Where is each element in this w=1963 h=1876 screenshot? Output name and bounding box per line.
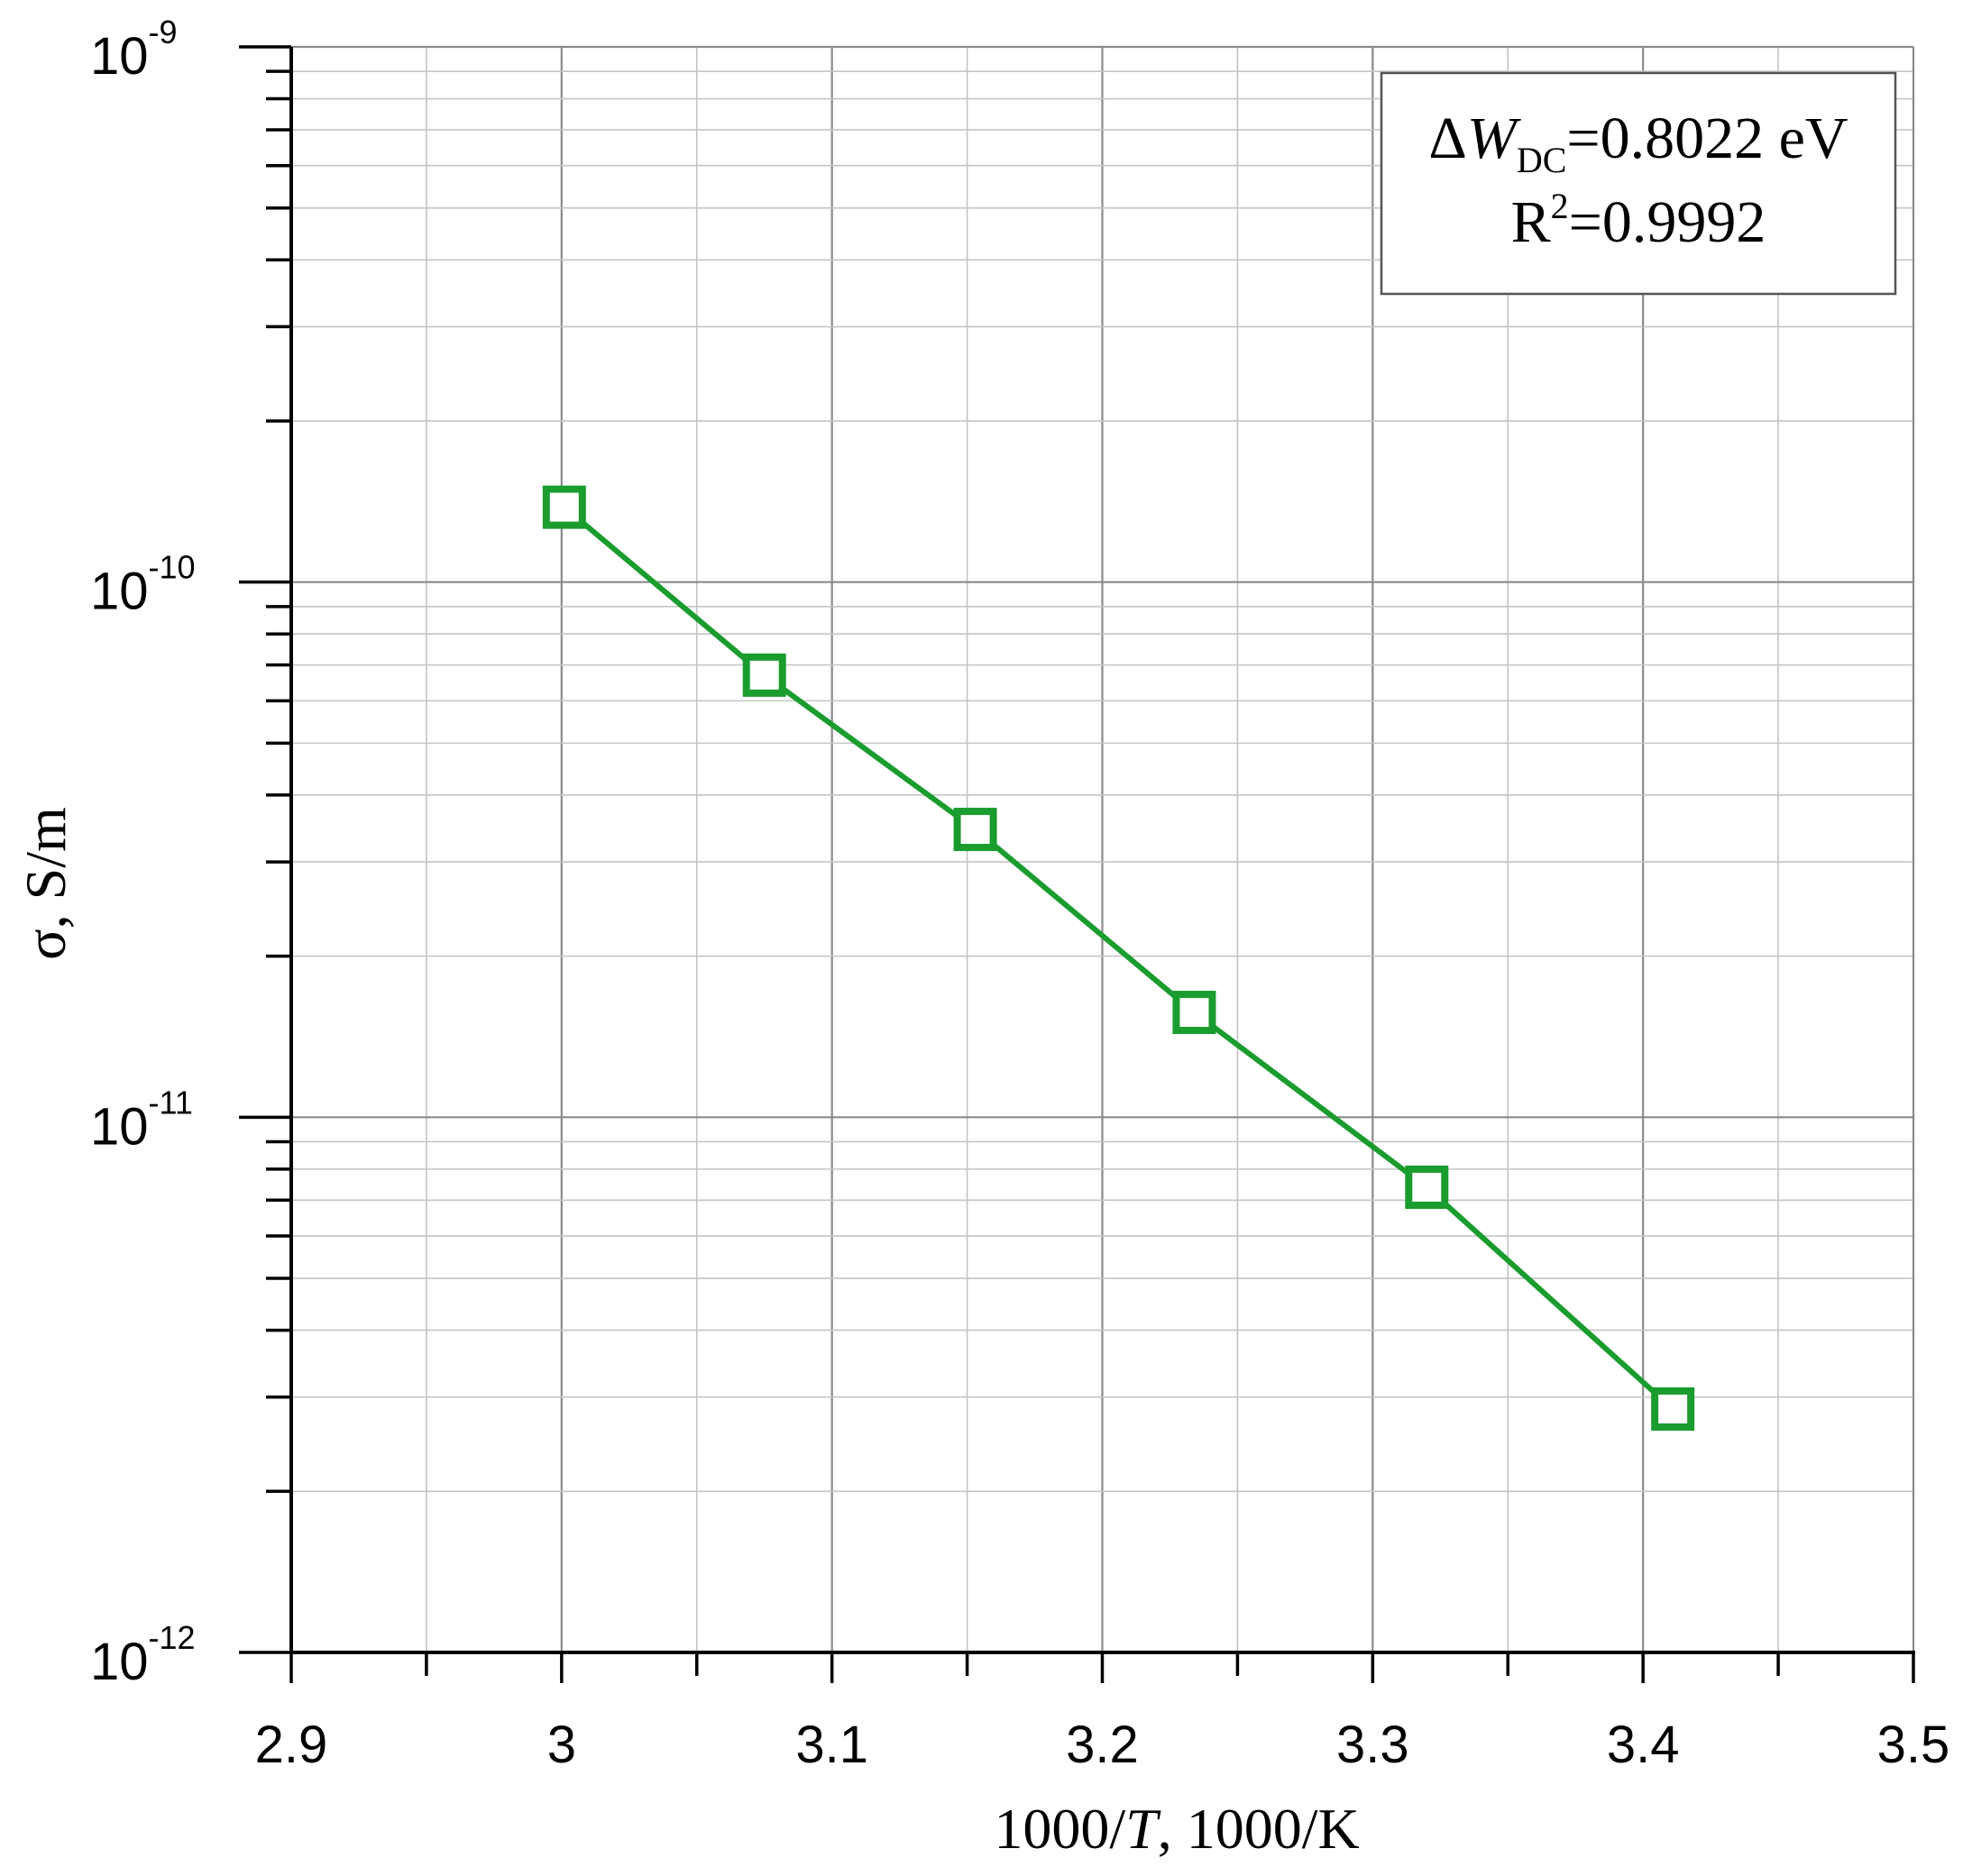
y-tick-base: 10 (90, 563, 149, 621)
energy-subscript: DC (1517, 140, 1567, 180)
annotation-frame (1380, 71, 1897, 296)
x-axis-title-part1: 1000/ (994, 1797, 1125, 1861)
r-squared-value: =0.9992 (1569, 189, 1766, 255)
x-axis-title-var: T (1125, 1797, 1161, 1861)
y-tick-exponent: -12 (149, 1619, 196, 1656)
y-tick-exponent: -11 (149, 1084, 193, 1121)
r-squared-text: R2=0.9992 (1511, 186, 1766, 255)
y-tick-label: 10-12 (90, 1619, 196, 1691)
delta-symbol: Δ (1428, 105, 1466, 171)
x-axis-title: 1000/T, 1000/K (994, 1797, 1359, 1861)
y-tick-exponent: -9 (149, 14, 178, 50)
series-line (562, 505, 1675, 1412)
activation-energy-text: ΔWDC=0.8022 eV (1428, 105, 1848, 180)
data-point-marker (1172, 991, 1216, 1035)
y-tick-exponent: -10 (149, 549, 196, 586)
x-axis-title-part3: , 1000/K (1158, 1797, 1360, 1861)
x-tick-label: 2.9 (255, 1716, 328, 1774)
r-symbol: R (1511, 189, 1551, 255)
y-tick-base: 10 (90, 27, 149, 86)
r-superscript: 2 (1551, 186, 1569, 226)
annotation-box: ΔWDC=0.8022 eV R2=0.9992 (1380, 71, 1897, 296)
data-point-marker (542, 485, 586, 529)
y-tick-label: 10-11 (90, 1084, 193, 1156)
y-tick-base: 10 (90, 1633, 149, 1691)
data-point-marker (953, 808, 997, 852)
energy-value: =0.8022 eV (1566, 105, 1848, 171)
data-point-marker (742, 653, 786, 697)
axes-layer (239, 45, 1915, 1683)
energy-variable: W (1467, 105, 1521, 171)
x-tick-label: 3.4 (1607, 1716, 1680, 1774)
grid-layer (291, 45, 1915, 1652)
data-point-marker (1651, 1386, 1695, 1431)
x-tick-label: 3 (547, 1716, 576, 1774)
y-tick-label: 10-10 (90, 549, 196, 621)
y-tick-base: 10 (90, 1097, 149, 1156)
y-axis-title: σ, S/m (14, 807, 78, 960)
x-tick-label: 3.1 (795, 1716, 868, 1774)
y-tick-label: 10-9 (90, 14, 178, 86)
data-point-marker (1405, 1165, 1449, 1209)
x-tick-label: 3.2 (1066, 1716, 1139, 1774)
x-tick-label: 3.5 (1877, 1716, 1950, 1774)
series-layer (542, 485, 1695, 1431)
x-tick-label: 3.3 (1336, 1716, 1409, 1774)
